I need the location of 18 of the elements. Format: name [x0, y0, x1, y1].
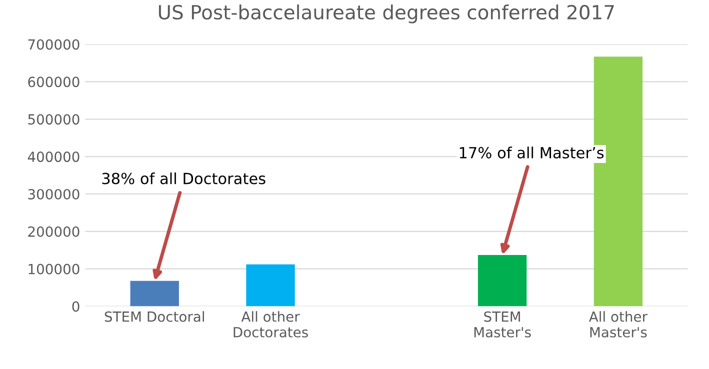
x-tick-label: All other Master's: [588, 311, 648, 338]
chart-title: US Post-baccelaureate degrees conferred 2017: [158, 4, 614, 24]
annotation: 38% of all Doctorates: [102, 172, 266, 184]
y-tick-label: 0: [72, 301, 80, 312]
y-tick-label: 500000: [28, 114, 80, 125]
x-tick-label: All other Doctorates: [234, 311, 308, 338]
bar: [478, 254, 527, 306]
y-tick-label: 100000: [28, 264, 80, 274]
y-tick-label: 200000: [28, 226, 80, 237]
y-tick-label: 300000: [28, 188, 80, 200]
y-tick-label: 600000: [28, 76, 80, 88]
bar: [130, 280, 179, 306]
y-tick-label: 700000: [28, 39, 80, 50]
bar: [246, 264, 295, 306]
x-tick-label: STEM Doctoral: [104, 311, 204, 322]
annotation: 17% of all Master’s: [460, 146, 604, 158]
x-tick-label: STEM Master's: [474, 311, 531, 338]
y-tick-label: 400000: [28, 152, 80, 162]
